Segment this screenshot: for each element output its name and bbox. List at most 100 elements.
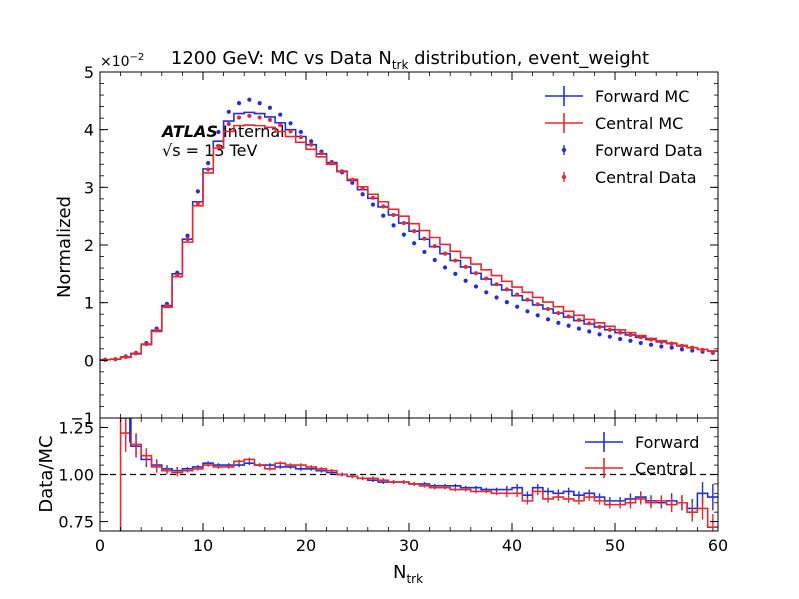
data-point-forward-data: [216, 129, 221, 135]
data-point-central-data: [339, 169, 345, 174]
data-point-central-data: [257, 115, 262, 120]
data-point-central-data: [669, 341, 674, 346]
x-tick-label: 40: [502, 536, 522, 555]
data-point-forward-data: [545, 317, 551, 322]
main-y-tick-label: 1: [84, 294, 94, 313]
data-point-forward-data: [669, 345, 674, 350]
data-point-central-data: [216, 143, 221, 148]
data-point-central-data: [226, 121, 231, 126]
data-point-central-data: [422, 236, 427, 241]
data-point-central-data: [504, 287, 509, 292]
data-point-central-data: [463, 264, 468, 270]
data-point-forward-data: [484, 290, 489, 295]
data-point-central-data: [618, 330, 623, 335]
series-line-central-mc: [100, 124, 718, 361]
data-point-forward-data: [504, 299, 509, 305]
data-point-central-data: [360, 186, 365, 191]
data-point-central-data: [453, 258, 458, 263]
main-y-axis-label: Normalized: [54, 196, 75, 298]
data-point-forward-data: [597, 332, 602, 337]
data-point-forward-data: [257, 101, 262, 106]
x-tick-label: 20: [296, 536, 316, 555]
data-point-forward-data: [401, 232, 406, 237]
data-point-central-data: [628, 332, 633, 338]
data-point-forward-data: [638, 340, 643, 346]
data-point-central-data: [638, 335, 643, 340]
data-point-forward-data: [226, 109, 231, 114]
data-point-forward-data: [381, 213, 386, 218]
data-point-central-data: [566, 314, 571, 319]
data-point-central-data: [545, 306, 551, 312]
data-point-central-data: [329, 160, 334, 165]
data-point-central-data: [710, 350, 715, 355]
x-axis-label: Ntrk: [393, 562, 423, 586]
data-point-central-data: [700, 347, 705, 353]
ratio-line-central: [120, 432, 718, 529]
data-point-central-data: [154, 328, 159, 333]
data-point-forward-data: [566, 323, 571, 328]
data-point-central-data: [576, 317, 582, 323]
main-y-tick-label: 3: [84, 178, 94, 197]
data-point-forward-data: [607, 334, 612, 339]
data-point-forward-data: [412, 241, 417, 246]
data-point-forward-data: [278, 112, 283, 117]
chart-title: 1200 GeV: MC vs Data Ntrk distribution, …: [171, 48, 649, 72]
legend-label-central-mc: Central MC: [595, 114, 683, 133]
data-point-central-data: [381, 204, 386, 209]
data-point-forward-data: [370, 202, 376, 207]
legend-label-central-data: Central Data: [595, 168, 697, 187]
data-point-central-data: [690, 345, 695, 350]
data-point-forward-data: [185, 233, 190, 238]
data-point-central-data: [370, 195, 376, 200]
data-point-central-data: [103, 357, 108, 362]
data-point-central-data: [144, 342, 149, 347]
data-point-forward-data: [648, 342, 654, 347]
data-point-central-data: [659, 339, 664, 344]
data-point-forward-data: [298, 129, 303, 135]
ratio-legend-label-forward: Forward: [635, 433, 699, 452]
ratio-y-tick-label: 0.75: [58, 513, 94, 532]
data-point-forward-data: [659, 344, 664, 349]
data-point-central-data: [432, 244, 437, 249]
data-point-forward-data: [473, 284, 479, 289]
data-point-forward-data: [463, 278, 468, 283]
data-point-central-data: [247, 113, 252, 118]
data-point-central-data: [164, 303, 170, 308]
data-point-forward-data: [618, 336, 623, 342]
data-point-forward-data: [391, 223, 396, 228]
data-point-forward-data: [267, 105, 273, 110]
x-tick-label: 30: [399, 536, 419, 555]
data-point-central-data: [113, 357, 118, 362]
data-point-forward-data: [432, 257, 437, 263]
main-y-tick-label: 4: [84, 121, 94, 140]
atlas-label: ATLAS Internal: [160, 122, 285, 141]
data-point-central-data: [494, 282, 499, 287]
main-plot-area: [100, 97, 718, 362]
data-point-central-data: [525, 297, 530, 302]
data-point-central-data: [412, 229, 417, 234]
data-point-central-data: [587, 321, 592, 326]
main-y-tick-label: 5: [84, 63, 94, 82]
y-multiplier: ×10−2: [100, 52, 144, 70]
data-point-forward-data: [525, 309, 530, 314]
data-point-forward-data: [628, 338, 633, 343]
data-point-central-data: [133, 351, 139, 356]
x-tick-label: 50: [605, 536, 625, 555]
data-point-forward-data: [195, 189, 200, 194]
data-point-central-data: [319, 151, 324, 156]
data-point-central-data: [278, 122, 283, 128]
data-point-forward-data: [247, 97, 252, 102]
data-point-central-data: [206, 167, 211, 172]
legend-swatch-forward-data: [561, 147, 567, 153]
data-point-central-data: [267, 117, 273, 122]
data-point-forward-data: [309, 139, 314, 144]
ratio-y-tick-label: 1.00: [58, 466, 94, 485]
legend-label-forward-mc: Forward MC: [595, 87, 689, 106]
data-point-central-data: [473, 271, 479, 276]
data-point-central-data: [391, 212, 396, 218]
data-point-forward-data: [442, 265, 448, 270]
ratio-line-forward: [120, 418, 718, 510]
data-point-central-data: [298, 135, 303, 140]
